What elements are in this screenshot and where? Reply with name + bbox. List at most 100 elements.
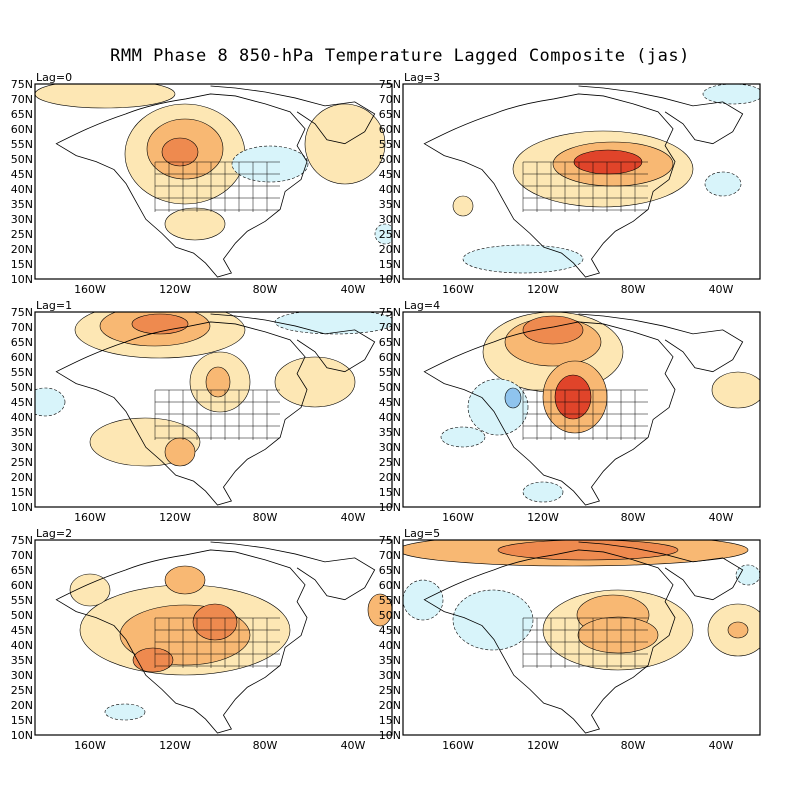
lat-tick-label: 20N [11, 243, 33, 256]
cold-anomaly-contour [440, 426, 486, 448]
lat-tick-label: 45N [11, 168, 33, 181]
lat-tick-label: 45N [379, 624, 401, 637]
lon-tick-label: 80W [253, 511, 278, 524]
panel-frame [34, 311, 393, 508]
lat-tick-label: 35N [379, 654, 401, 667]
lag-label: Lag=4 [404, 299, 440, 312]
lat-tick-label: 40N [11, 411, 33, 424]
lat-tick-label: 70N [379, 93, 401, 106]
lag-label: Lag=3 [404, 71, 440, 84]
state-borders [522, 389, 648, 440]
lat-tick-label: 30N [379, 441, 401, 454]
cold-anomaly-contour [522, 481, 564, 503]
lat-tick-label: 35N [11, 654, 33, 667]
lat-tick-label: 65N [379, 564, 401, 577]
cold-anomaly-contour [231, 145, 309, 183]
lat-tick-label: 15N [11, 486, 33, 499]
state-borders [154, 617, 280, 668]
lat-tick-label: 50N [379, 381, 401, 394]
lat-tick-label: 55N [379, 138, 401, 151]
lat-tick-label: 60N [379, 123, 401, 136]
cold-anomaly-contour [35, 387, 66, 417]
lat-tick-label: 50N [11, 381, 33, 394]
lat-tick-label: 45N [379, 168, 401, 181]
warm-anomaly-contour [504, 387, 522, 409]
warm-anomaly-contour [367, 593, 392, 627]
lon-tick-label: 160W [74, 283, 106, 296]
lon-tick-label: 120W [159, 283, 191, 296]
cold-anomaly-contour [104, 703, 146, 721]
lat-tick-label: 70N [11, 549, 33, 562]
lat-tick-label: 70N [379, 321, 401, 334]
cold-anomaly-contour [467, 378, 529, 436]
lon-tick-label: 120W [159, 511, 191, 524]
lat-tick-label: 30N [11, 213, 33, 226]
lat-tick-label: 40N [11, 183, 33, 196]
cold-anomaly-contour [452, 589, 534, 651]
warm-anomaly-contour [205, 366, 231, 398]
lat-tick-label: 65N [11, 336, 33, 349]
lon-tick-label: 80W [621, 511, 646, 524]
lat-tick-label: 15N [11, 714, 33, 727]
lat-tick-label: 20N [379, 699, 401, 712]
warm-anomaly-contour [711, 371, 760, 409]
lat-tick-label: 50N [11, 609, 33, 622]
state-borders [522, 161, 648, 212]
panel-frame [402, 83, 761, 280]
lat-tick-label: 75N [379, 78, 401, 91]
lon-tick-label: 160W [442, 739, 474, 752]
warm-anomaly-contour [164, 565, 206, 595]
lat-tick-label: 60N [11, 123, 33, 136]
lat-tick-label: 40N [379, 639, 401, 652]
warm-anomaly-contour [164, 207, 226, 241]
lon-tick-label: 40W [709, 283, 734, 296]
warm-anomaly-contour [192, 603, 238, 641]
panel-frame [402, 539, 761, 736]
state-borders [154, 161, 280, 212]
lat-tick-label: 30N [379, 669, 401, 682]
lat-tick-label: 25N [379, 456, 401, 469]
cold-anomaly-contour [462, 244, 584, 274]
lat-tick-label: 70N [11, 321, 33, 334]
lat-tick-label: 20N [379, 243, 401, 256]
warm-anomaly-contour [554, 374, 592, 420]
figure-title: RMM Phase 8 850-hPa Temperature Lagged C… [110, 46, 690, 66]
lat-tick-label: 15N [379, 258, 401, 271]
lat-tick-label: 50N [379, 153, 401, 166]
lag-label: Lag=2 [36, 527, 72, 540]
lat-tick-label: 20N [379, 471, 401, 484]
lat-tick-label: 40N [379, 183, 401, 196]
warm-anomaly-contour [727, 621, 749, 639]
lon-tick-label: 40W [341, 511, 366, 524]
lat-tick-label: 35N [11, 426, 33, 439]
lat-tick-label: 10N [379, 501, 401, 514]
lon-tick-label: 40W [341, 283, 366, 296]
lat-tick-label: 15N [379, 714, 401, 727]
lat-tick-label: 40N [11, 639, 33, 652]
lon-tick-label: 40W [341, 739, 366, 752]
warm-anomaly-contour [452, 195, 474, 217]
warm-anomaly-contour [161, 137, 199, 167]
lat-tick-label: 65N [11, 564, 33, 577]
lat-tick-label: 15N [379, 486, 401, 499]
lat-tick-label: 75N [11, 306, 33, 319]
lat-tick-label: 70N [379, 549, 401, 562]
state-borders [154, 389, 280, 440]
warm-anomaly-contour [69, 573, 111, 607]
panel-frame [34, 83, 393, 280]
lat-tick-label: 25N [11, 228, 33, 241]
lon-tick-label: 160W [74, 511, 106, 524]
lon-tick-label: 160W [74, 739, 106, 752]
warm-anomaly-contour [35, 84, 176, 109]
lon-tick-label: 80W [621, 283, 646, 296]
lat-tick-label: 75N [11, 534, 33, 547]
lat-tick-label: 60N [379, 351, 401, 364]
lat-tick-label: 60N [11, 351, 33, 364]
warm-anomaly-contour [497, 540, 679, 561]
lat-tick-label: 50N [379, 609, 401, 622]
lat-tick-label: 45N [379, 396, 401, 409]
lat-tick-label: 25N [379, 684, 401, 697]
lat-tick-label: 55N [379, 366, 401, 379]
